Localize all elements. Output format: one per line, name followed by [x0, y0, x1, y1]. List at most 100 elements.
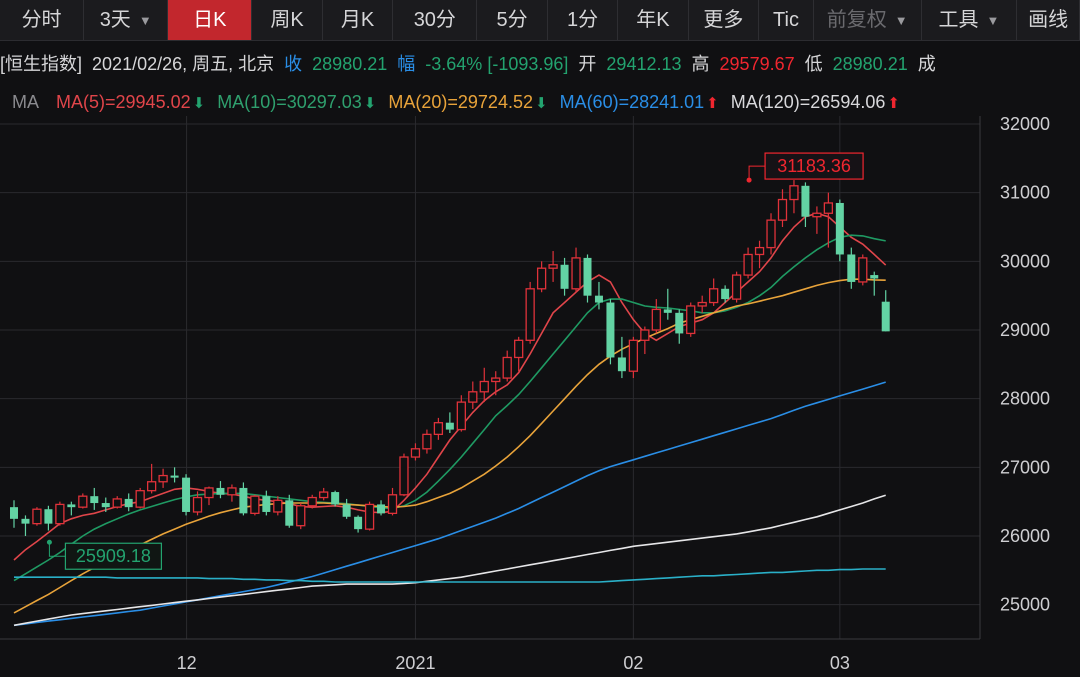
- tab-5[interactable]: 30分: [393, 0, 478, 40]
- tab-3[interactable]: 周K: [252, 0, 323, 40]
- candle-body-down: [90, 496, 99, 504]
- candle-body-up: [571, 257, 581, 290]
- quote-date: 2021/02/26, 周五, 北京: [92, 54, 275, 74]
- candle-body-up: [536, 267, 547, 290]
- tab-label: 日K: [193, 9, 227, 31]
- x-tick-label: 02: [623, 653, 643, 673]
- y-tick-label: 27000: [1000, 457, 1050, 477]
- candle-body-up: [204, 487, 214, 499]
- candle-body-up: [479, 380, 489, 393]
- candle-body-up: [422, 433, 432, 450]
- candle-body-down: [21, 518, 30, 524]
- candle-body-up: [32, 508, 42, 525]
- min-label-box: [64, 542, 163, 570]
- tab-8[interactable]: 年K: [618, 0, 689, 40]
- chevron-down-icon: ▼: [986, 12, 1000, 28]
- ma-legend-title: MA: [12, 92, 39, 112]
- tab-label: 工具: [938, 9, 979, 31]
- min-leader: [48, 542, 66, 557]
- tab-0[interactable]: 分时: [0, 0, 85, 40]
- tab-4[interactable]: 月K: [323, 0, 394, 40]
- tab-7[interactable]: 1分: [548, 0, 619, 40]
- candle-body-up: [502, 356, 512, 379]
- candle-body-up: [55, 503, 65, 525]
- candle-body-down: [262, 496, 271, 512]
- tab-label: 周K: [270, 9, 304, 31]
- candle-body-up: [789, 185, 799, 201]
- index-name[interactable]: [恒生指数]: [0, 54, 83, 74]
- candle-body-down: [10, 507, 18, 519]
- y-tick-label: 31000: [1000, 183, 1050, 203]
- candle-body-up: [307, 496, 317, 507]
- high-label: 高: [691, 54, 710, 74]
- chevron-down-icon: ▼: [138, 12, 152, 28]
- candle-body-up: [754, 246, 765, 256]
- ma-legend-item: MA(10)=30297.03 ⬇: [217, 92, 376, 112]
- candle-body-up: [319, 491, 329, 499]
- candle-body-up: [410, 448, 421, 458]
- candle-body-up: [78, 495, 88, 508]
- tab-1[interactable]: 3天 ▼: [84, 0, 169, 40]
- candle-body-up: [766, 219, 776, 249]
- candle-body-down: [606, 302, 615, 358]
- max-label: 31183.36: [777, 156, 851, 176]
- candlestick-chart[interactable]: 25000 26000 27000 28000 29000 30000 31000 32000…: [0, 116, 1080, 677]
- arrow-down-icon: ⬇: [363, 95, 377, 112]
- period-toolbar: 分时 3天 ▼ 日K 周K 月K 30分 5分 1分 年K 更多 Tic 前复权 ▼ 工具 ▼ 画线: [0, 0, 1080, 41]
- y-tick-label: 25000: [1000, 595, 1050, 615]
- candle-body-down: [170, 475, 179, 478]
- tab-10[interactable]: Tic: [759, 0, 814, 40]
- tab-12[interactable]: 工具 ▼: [922, 0, 1018, 40]
- ma-legend-value: MA(20)=29724.52: [388, 92, 533, 112]
- tab-13[interactable]: 画线: [1017, 0, 1080, 40]
- candle-body-up: [273, 499, 283, 513]
- candle-body-down: [354, 516, 363, 530]
- tab-label: 前复权: [826, 9, 887, 31]
- open-label: 开: [578, 54, 597, 74]
- candle-body-up: [858, 257, 868, 283]
- candle-body-down: [101, 503, 110, 508]
- candle-body-up: [525, 288, 535, 341]
- close-label: 收: [284, 54, 303, 74]
- chart-background: [0, 116, 1080, 677]
- candle-body-up: [548, 264, 558, 269]
- tab-label: 3天: [99, 9, 131, 31]
- candle-body-down: [377, 504, 386, 514]
- candle-body-up: [640, 329, 650, 341]
- candle-body-up: [823, 202, 834, 214]
- ma-line-ma120: [13, 494, 886, 627]
- candle-body-down: [285, 500, 294, 526]
- x-tick-label: 03: [830, 653, 850, 673]
- candle-body-down: [870, 275, 879, 279]
- change-label: 幅: [397, 54, 416, 74]
- ma-legend-value: MA(60)=28241.01: [559, 92, 705, 112]
- candle-body-up: [686, 305, 696, 335]
- arrow-down-icon: ⬇: [192, 95, 206, 112]
- candle-body-down: [801, 185, 810, 217]
- tab-2[interactable]: 日K: [168, 0, 253, 40]
- candle-body-down: [342, 504, 351, 517]
- low-label: 低: [804, 54, 823, 74]
- candle-body-up: [628, 339, 639, 372]
- x-tick-label: 12: [177, 653, 197, 673]
- candle-body-up: [433, 422, 444, 436]
- tab-label: 年K: [636, 9, 670, 31]
- arrow-down-icon: ⬇: [534, 95, 548, 112]
- ma-line-ma250: [14, 568, 886, 583]
- candle-body-down: [583, 257, 592, 296]
- max-label-box: [764, 152, 864, 180]
- tab-label: 1分: [566, 9, 599, 31]
- candle-body-down: [331, 492, 340, 505]
- candle-body-down: [124, 498, 133, 508]
- arrow-up-icon: ⬆: [887, 95, 900, 112]
- tab-9[interactable]: 更多: [689, 0, 760, 40]
- ma-legend-item: MA(5)=29945.02 ⬇: [56, 92, 205, 112]
- x-tick-label: 2021: [395, 653, 435, 673]
- tab-label: 更多: [703, 9, 744, 31]
- ma-legend: MA MA(5)=29945.02 ⬇ MA(10)=30297.03 ⬇ MA(20)…: [0, 88, 1080, 116]
- chevron-down-icon: ▼: [894, 12, 908, 28]
- tab-11[interactable]: 前复权 ▼: [814, 0, 922, 40]
- tab-6[interactable]: 5分: [477, 0, 548, 40]
- candle-body-up: [296, 505, 306, 527]
- candle-body-down: [663, 309, 672, 313]
